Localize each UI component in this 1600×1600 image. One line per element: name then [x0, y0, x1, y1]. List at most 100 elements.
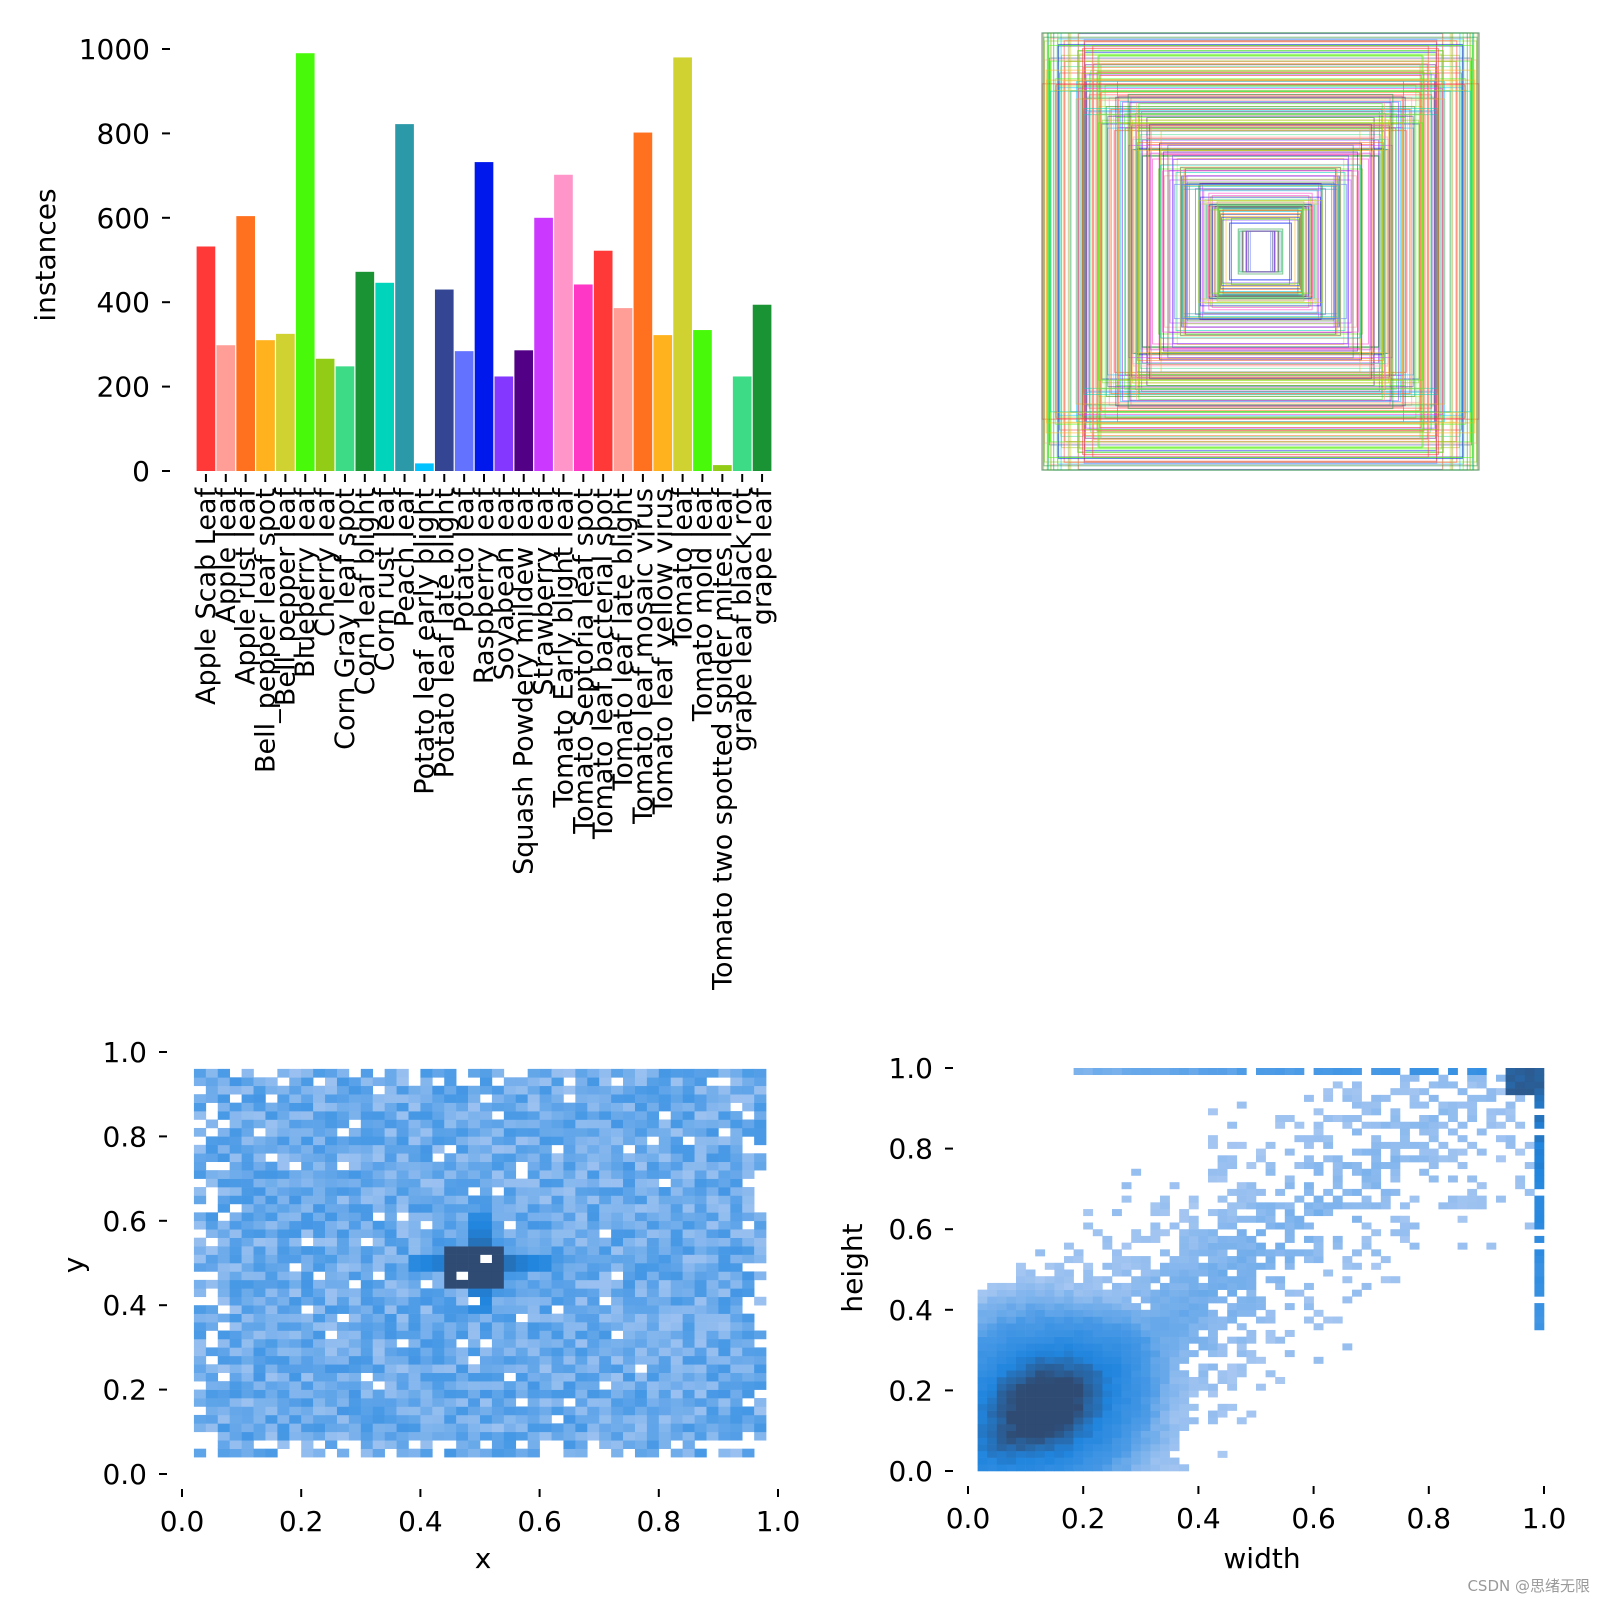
wh-cell: [1112, 1437, 1122, 1445]
wh-cell: [1169, 1222, 1180, 1230]
xy-cell: [551, 1347, 564, 1357]
xy-cell: [456, 1237, 469, 1247]
xy-cell: [718, 1305, 731, 1314]
xy-cell: [420, 1305, 433, 1314]
wh-cell: [977, 1397, 988, 1405]
xy-cell: [694, 1170, 707, 1179]
wh-cell: [1505, 1101, 1516, 1109]
wh-cell: [1112, 1262, 1122, 1270]
wh-cell: [987, 1410, 998, 1418]
anchor-box: [1088, 111, 1433, 392]
wh-cell: [1044, 1417, 1055, 1425]
wh-cell: [1044, 1329, 1055, 1337]
wh-cell: [1150, 1269, 1161, 1277]
wh-cell: [1208, 1068, 1218, 1076]
xy-cell: [289, 1254, 302, 1264]
xy-cell: [193, 1347, 207, 1357]
xy-cell: [229, 1296, 242, 1306]
xy-cell: [277, 1178, 290, 1188]
wh-y-tick-label: 0.4: [888, 1294, 933, 1327]
xy-cell: [313, 1406, 326, 1416]
xy-cell: [682, 1229, 695, 1238]
wh-cell: [1304, 1296, 1314, 1304]
wh-cell: [1534, 1094, 1545, 1102]
wh-y-axis-label: height: [836, 1223, 869, 1312]
wh-cell: [1409, 1068, 1420, 1076]
xy-cell: [205, 1389, 219, 1399]
xy-cell: [742, 1085, 755, 1095]
wh-cell: [1448, 1108, 1458, 1116]
xy-cell: [730, 1288, 743, 1298]
xy-cell: [503, 1161, 517, 1171]
wh-cell: [1428, 1115, 1439, 1123]
wh-cell: [1150, 1350, 1161, 1358]
xy-cell: [670, 1153, 683, 1163]
wh-cell: [996, 1403, 1007, 1411]
xy-cell: [503, 1448, 517, 1458]
xy-cell: [527, 1389, 540, 1399]
xy-cell: [634, 1102, 648, 1112]
xy-cell: [503, 1170, 517, 1179]
wh-cell: [1006, 1316, 1017, 1324]
anchor-box: [1104, 84, 1417, 419]
wh-cell: [1256, 1242, 1266, 1250]
xy-cell: [491, 1347, 505, 1357]
wh-cell: [1035, 1457, 1046, 1465]
wh-cell: [1256, 1249, 1266, 1257]
xy-cell: [670, 1381, 683, 1390]
xy-cell: [515, 1136, 528, 1146]
xy-cell: [730, 1355, 743, 1365]
xy-cell: [229, 1153, 242, 1163]
xy-cell: [491, 1068, 505, 1078]
xy-cell: [396, 1355, 409, 1365]
xy-cell: [253, 1161, 266, 1171]
wh-cell: [1313, 1356, 1324, 1364]
wh-cell: [1044, 1464, 1055, 1472]
xy-cell: [491, 1127, 505, 1137]
xy-cell: [360, 1220, 374, 1230]
xy-cell: [313, 1254, 326, 1264]
wh-cell: [1352, 1068, 1362, 1076]
wh-cell: [1112, 1444, 1122, 1452]
xy-cell: [301, 1203, 314, 1213]
xy-cell: [634, 1136, 648, 1146]
wh-cell: [1092, 1350, 1103, 1358]
xy-cell: [551, 1431, 564, 1441]
wh-cell: [977, 1336, 988, 1344]
xy-cell: [241, 1195, 254, 1205]
xy-cell: [241, 1288, 254, 1298]
wh-cell: [1083, 1269, 1094, 1277]
xy-cell: [563, 1102, 576, 1112]
wh-cell: [1227, 1289, 1238, 1297]
wh-cell: [1150, 1457, 1161, 1465]
xy-cell: [539, 1355, 552, 1365]
xy-cell: [313, 1296, 326, 1306]
wh-cell: [1044, 1350, 1055, 1358]
wh-cell: [1140, 1289, 1151, 1297]
xy-cell: [301, 1313, 314, 1323]
xy-cell: [718, 1372, 731, 1382]
xy-cell: [646, 1144, 660, 1154]
wh-cell: [1140, 1262, 1151, 1270]
wh-cell: [1188, 1417, 1199, 1425]
xy-cell: [587, 1431, 600, 1441]
xy-axes: 0.0 0.2 0.4 0.6 0.8 1.00.00.20.40.60.81.0: [102, 1036, 800, 1538]
xy-cell: [551, 1271, 564, 1281]
xy-cell: [575, 1355, 588, 1365]
xy-cell: [396, 1406, 409, 1416]
xy-cell: [336, 1288, 350, 1298]
xy-cell: [575, 1094, 588, 1103]
xy-cell: [480, 1431, 493, 1441]
wh-cell: [1294, 1289, 1305, 1297]
wh-cell: [1169, 1403, 1180, 1411]
xy-cell: [265, 1296, 278, 1306]
xy-cell: [193, 1398, 207, 1407]
xy-cell: [539, 1178, 552, 1188]
xy-cell: [527, 1296, 540, 1306]
anchor-box: [1203, 189, 1318, 314]
xy-cell: [468, 1381, 481, 1390]
wh-cell: [1256, 1303, 1266, 1311]
wh-cell: [1102, 1350, 1113, 1358]
wh-cell: [1448, 1148, 1458, 1156]
xy-cell: [563, 1389, 576, 1399]
